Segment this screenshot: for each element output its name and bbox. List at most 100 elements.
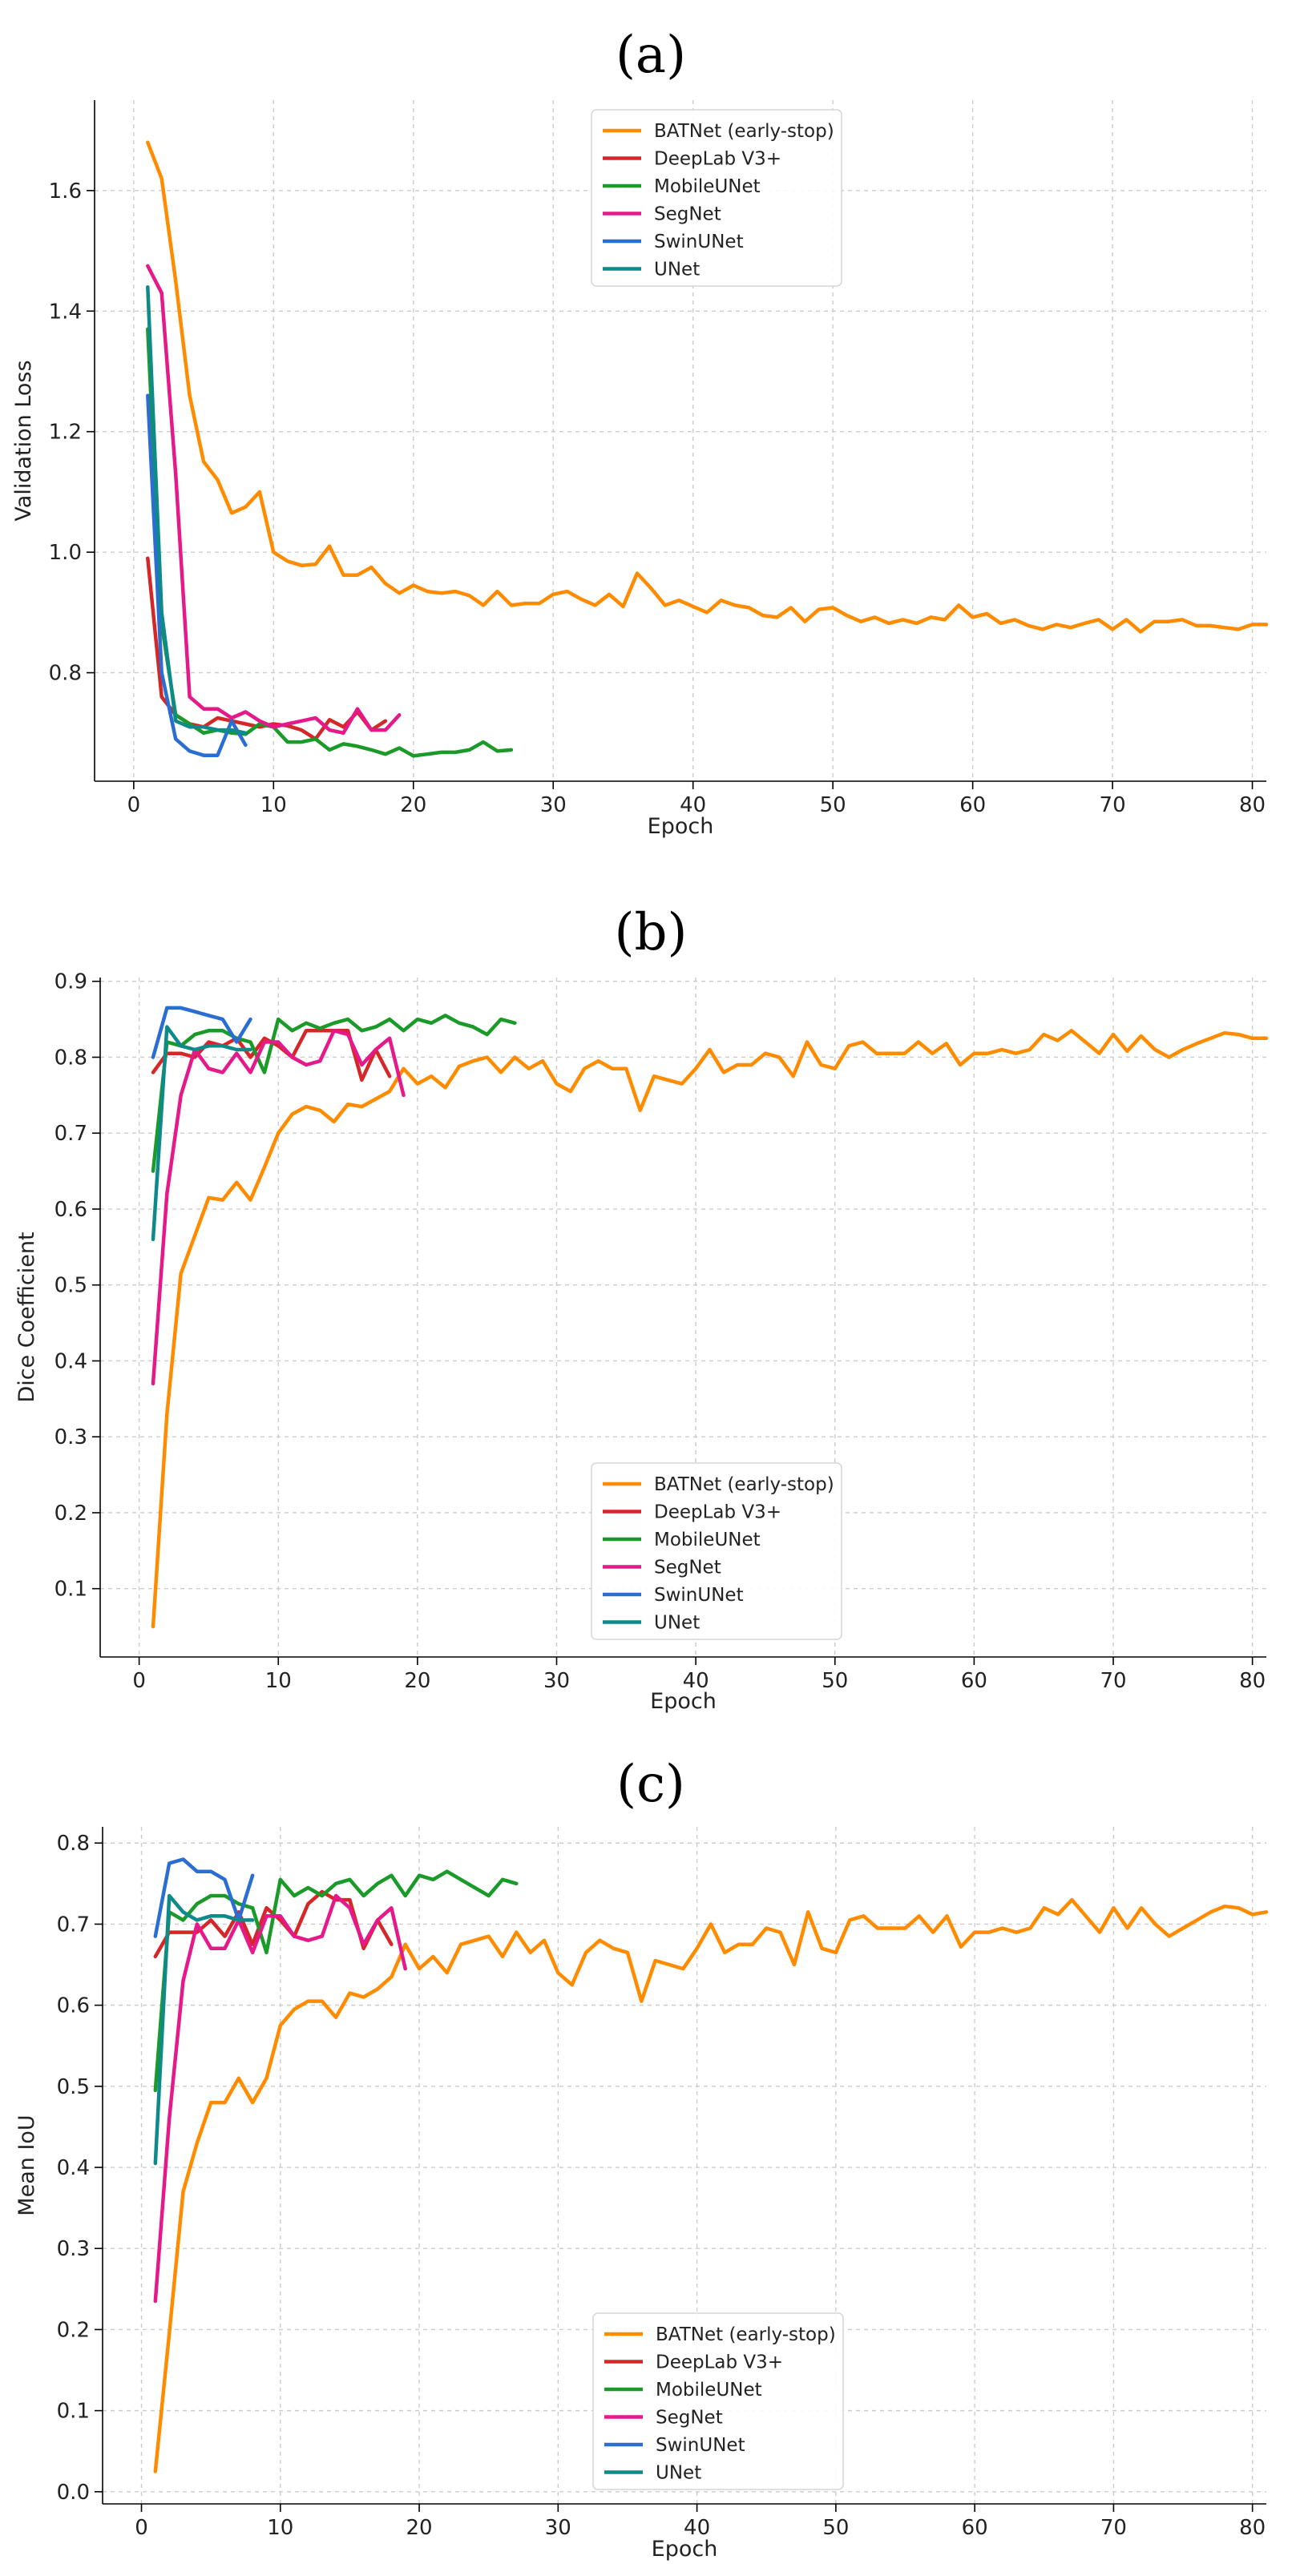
x-tick-label: 80 (1239, 2516, 1266, 2540)
y-axis-label: Mean IoU (14, 2114, 39, 2215)
legend-label: SegNet (654, 204, 721, 225)
legend-label: DeepLab V3+ (654, 1502, 781, 1523)
legend-label: SwinUNet (654, 232, 744, 252)
legend-label: BATNet (early-stop) (654, 1474, 834, 1495)
x-tick-label: 40 (683, 1669, 709, 1693)
y-tick-label: 1.4 (49, 300, 82, 324)
y-tick-label: 0.6 (57, 1994, 90, 2018)
legend-label: SegNet (654, 1558, 721, 1578)
series-line-mobileunet (153, 1869, 519, 2093)
series-line-swinunet (153, 1857, 255, 1938)
chart-panel-1: (a) 0 10 20 30 40 50 60 70 80 0.8 1.0 1.2 1.4 1.6 Epoch… (11, 26, 1269, 839)
y-tick-label: 1.6 (49, 179, 82, 204)
legend-box (591, 109, 842, 287)
legend-label: SwinUNet (656, 2435, 745, 2456)
x-tick-label: 0 (127, 793, 141, 817)
x-tick-label: 80 (1239, 793, 1266, 817)
x-tick-label: 60 (959, 793, 986, 817)
x-tick-label: 10 (260, 793, 287, 817)
x-tick-label: 50 (822, 1669, 848, 1693)
legend-box (591, 1462, 842, 1640)
x-tick-label: 20 (406, 2516, 433, 2540)
series-line-unet (153, 1893, 255, 2166)
x-tick-label: 0 (132, 1669, 146, 1693)
y-tick-label: 0.9 (55, 970, 87, 994)
legend-label: BATNet (early-stop) (656, 2324, 836, 2345)
x-tick-label: 0 (135, 2516, 148, 2540)
series-line-swinunet (146, 393, 248, 757)
x-tick-label: 50 (820, 793, 846, 817)
series-line-mobileunet (151, 1014, 517, 1173)
x-tick-label: 60 (962, 2516, 988, 2540)
x-tick-label: 70 (1100, 1669, 1126, 1693)
series-line-batnet-early-stop (151, 1029, 1269, 1629)
y-tick-label: 0.8 (55, 1046, 87, 1070)
legend-label: UNet (654, 260, 700, 280)
x-tick-label: 60 (961, 1669, 987, 1693)
legend-box (592, 2312, 844, 2490)
legend-label: BATNet (early-stop) (654, 121, 834, 142)
y-tick-label: 0.7 (55, 1122, 87, 1146)
y-tick-label: 0.8 (49, 662, 82, 686)
legend-label: MobileUNet (654, 1530, 761, 1550)
y-tick-label: 0.8 (57, 1832, 90, 1856)
x-tick-label: 30 (540, 793, 567, 817)
y-tick-label: 1.2 (49, 421, 82, 445)
series-line-batnet-early-stop (146, 140, 1269, 634)
y-tick-label: 0.5 (57, 2075, 90, 2099)
y-tick-label: 0.0 (57, 2481, 90, 2505)
y-tick-label: 0.5 (55, 1274, 87, 1298)
y-tick-label: 0.2 (57, 2318, 90, 2342)
series-line-segnet (146, 264, 402, 736)
legend: BATNet (early-stop) DeepLab V3+ MobileUNet… (592, 2312, 844, 2490)
legend-label: DeepLab V3+ (654, 149, 781, 170)
x-tick-label: 40 (680, 793, 706, 817)
x-tick-label: 20 (400, 793, 426, 817)
x-axis-label: Epoch (648, 814, 714, 839)
x-tick-label: 70 (1100, 2516, 1127, 2540)
legend-label: SwinUNet (654, 1585, 744, 1606)
x-tick-label: 10 (267, 2516, 293, 2540)
chart-title: (c) (616, 1755, 685, 1814)
y-tick-label: 0.1 (55, 1578, 87, 1602)
series-line-mobileunet (146, 327, 514, 758)
legend-label: UNet (654, 1613, 700, 1634)
x-tick-label: 70 (1100, 793, 1126, 817)
y-tick-label: 0.2 (55, 1502, 87, 1526)
legend-label: UNet (656, 2463, 701, 2484)
x-tick-label: 80 (1239, 1669, 1266, 1693)
y-tick-label: 0.3 (57, 2237, 90, 2261)
legend: BATNet (early-stop) DeepLab V3+ MobileUNet… (591, 109, 842, 287)
chart-title: (b) (615, 903, 688, 962)
y-tick-label: 0.7 (57, 1913, 90, 1937)
legend: BATNet (early-stop) DeepLab V3+ MobileUNet… (591, 1462, 842, 1640)
y-tick-label: 0.4 (55, 1349, 87, 1373)
y-axis-label: Dice Coefficient (14, 1232, 39, 1402)
x-tick-label: 50 (822, 2516, 849, 2540)
y-tick-label: 1.0 (49, 541, 82, 565)
x-tick-label: 40 (684, 2516, 710, 2540)
x-axis-label: Epoch (650, 1689, 717, 1714)
series-line-unet (146, 284, 248, 736)
legend-label: MobileUNet (656, 2380, 762, 2401)
x-tick-label: 30 (545, 2516, 571, 2540)
chart-title: (a) (616, 26, 686, 85)
y-tick-label: 0.6 (55, 1198, 87, 1222)
chart-panel-2: (b) 0 10 20 30 40 50 60 70 80 0.1 0.2 0.3 0.4 0.5 0.6 0.… (14, 903, 1269, 1714)
x-axis-label: Epoch (652, 2537, 718, 2562)
y-axis-label: Validation Loss (11, 360, 36, 521)
legend-label: SegNet (656, 2408, 723, 2429)
series-line-unet (151, 1025, 252, 1242)
series-line-segnet (153, 1893, 407, 2304)
series-line-batnet-early-stop (153, 1897, 1269, 2473)
chart-panel-3: (c) 0 10 20 30 40 50 60 70 80 0.0 0.1 0.2 0.3 0.4 0.5 0.… (14, 1755, 1269, 2562)
x-tick-label: 30 (543, 1669, 570, 1693)
legend-label: DeepLab V3+ (656, 2352, 783, 2373)
x-tick-label: 20 (404, 1669, 430, 1693)
y-tick-label: 0.1 (57, 2400, 90, 2424)
y-tick-label: 0.4 (57, 2156, 90, 2180)
y-tick-label: 0.3 (55, 1425, 87, 1449)
legend-label: MobileUNet (654, 176, 761, 197)
